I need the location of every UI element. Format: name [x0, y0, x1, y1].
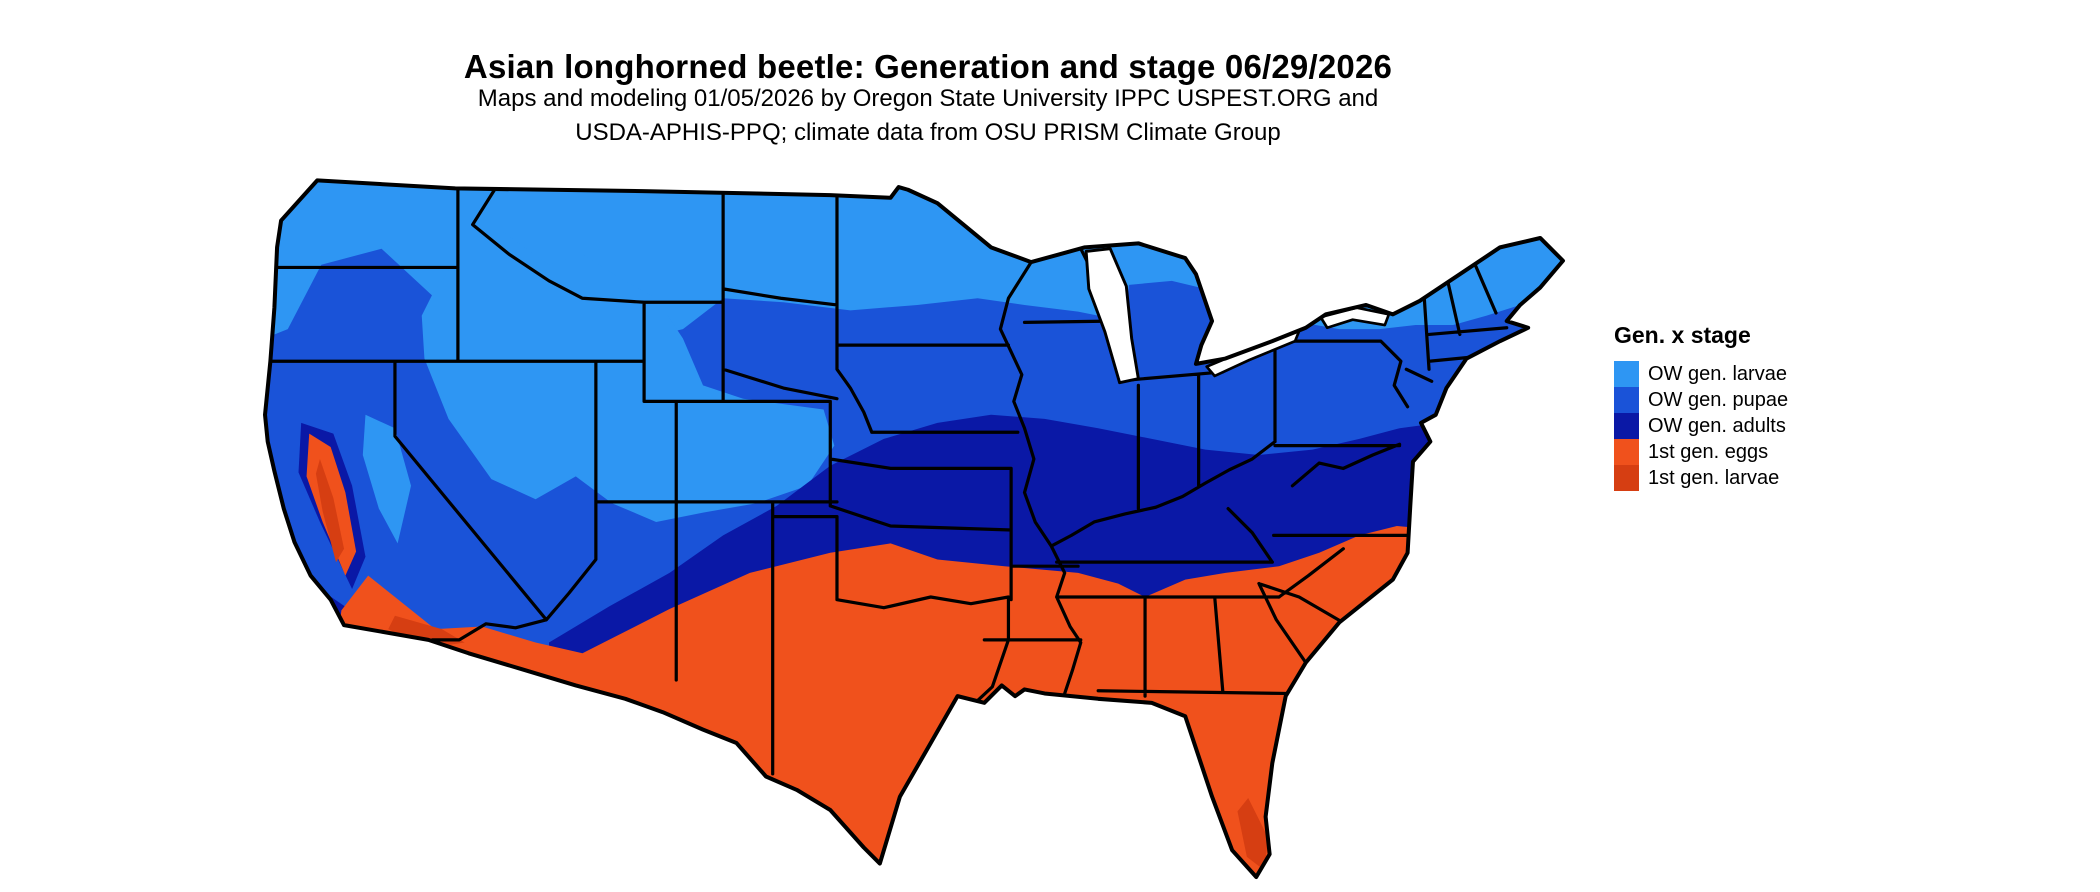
legend-swatch-ow-adults	[1614, 413, 1639, 439]
legend-label-1st-larvae: 1st gen. larvae	[1648, 466, 1780, 489]
legend-title: Gen. x stage	[1614, 322, 1751, 348]
legend-swatch-ow-pupae	[1614, 387, 1639, 413]
legend-swatch-1st-larvae	[1614, 465, 1639, 491]
legend-item-1st-larvae: 1st gen. larvae	[1614, 465, 1914, 491]
region-ca-valley-1st-larvae	[315, 459, 345, 563]
legend-label-1st-eggs: 1st gen. eggs	[1648, 440, 1769, 463]
legend-item-ow-adults: OW gen. adults	[1614, 413, 1914, 439]
subtitle-line-1: Maps and modeling 01/05/2026 by Oregon S…	[477, 85, 1379, 112]
region-rockies-ow-larvae	[421, 231, 835, 522]
legend-item-ow-pupae: OW gen. pupae	[1614, 387, 1914, 413]
legend-label-ow-adults: OW gen. adults	[1648, 414, 1786, 437]
legend: Gen. x stage OW gen. larvae OW gen. pupa…	[1614, 322, 1914, 491]
legend-swatch-ow-larvae	[1614, 361, 1639, 387]
region-south-florida-1st-larvae	[1237, 797, 1269, 871]
lake-michigan	[1084, 247, 1140, 385]
legend-swatch-1st-eggs	[1614, 439, 1639, 465]
state-borders	[266, 185, 1509, 776]
legend-label-ow-pupae: OW gen. pupae	[1648, 388, 1789, 411]
legend-item-ow-larvae: OW gen. larvae	[1614, 361, 1914, 387]
subtitle-line-2: USDA-APHIS-PPQ; climate data from OSU PR…	[575, 119, 1281, 146]
page-subtitle: Maps and modeling 01/05/2026 by Oregon S…	[0, 82, 1856, 150]
page-title: Asian longhorned beetle: Generation and …	[463, 48, 1393, 86]
legend-label-ow-larvae: OW gen. larvae	[1648, 362, 1787, 385]
region-sierra-ow-larvae	[362, 414, 412, 544]
us-outline	[263, 178, 1565, 879]
us-map-svg	[263, 178, 1565, 879]
legend-item-1st-eggs: 1st gen. eggs	[1614, 439, 1914, 465]
us-stage-map	[261, 171, 1567, 881]
